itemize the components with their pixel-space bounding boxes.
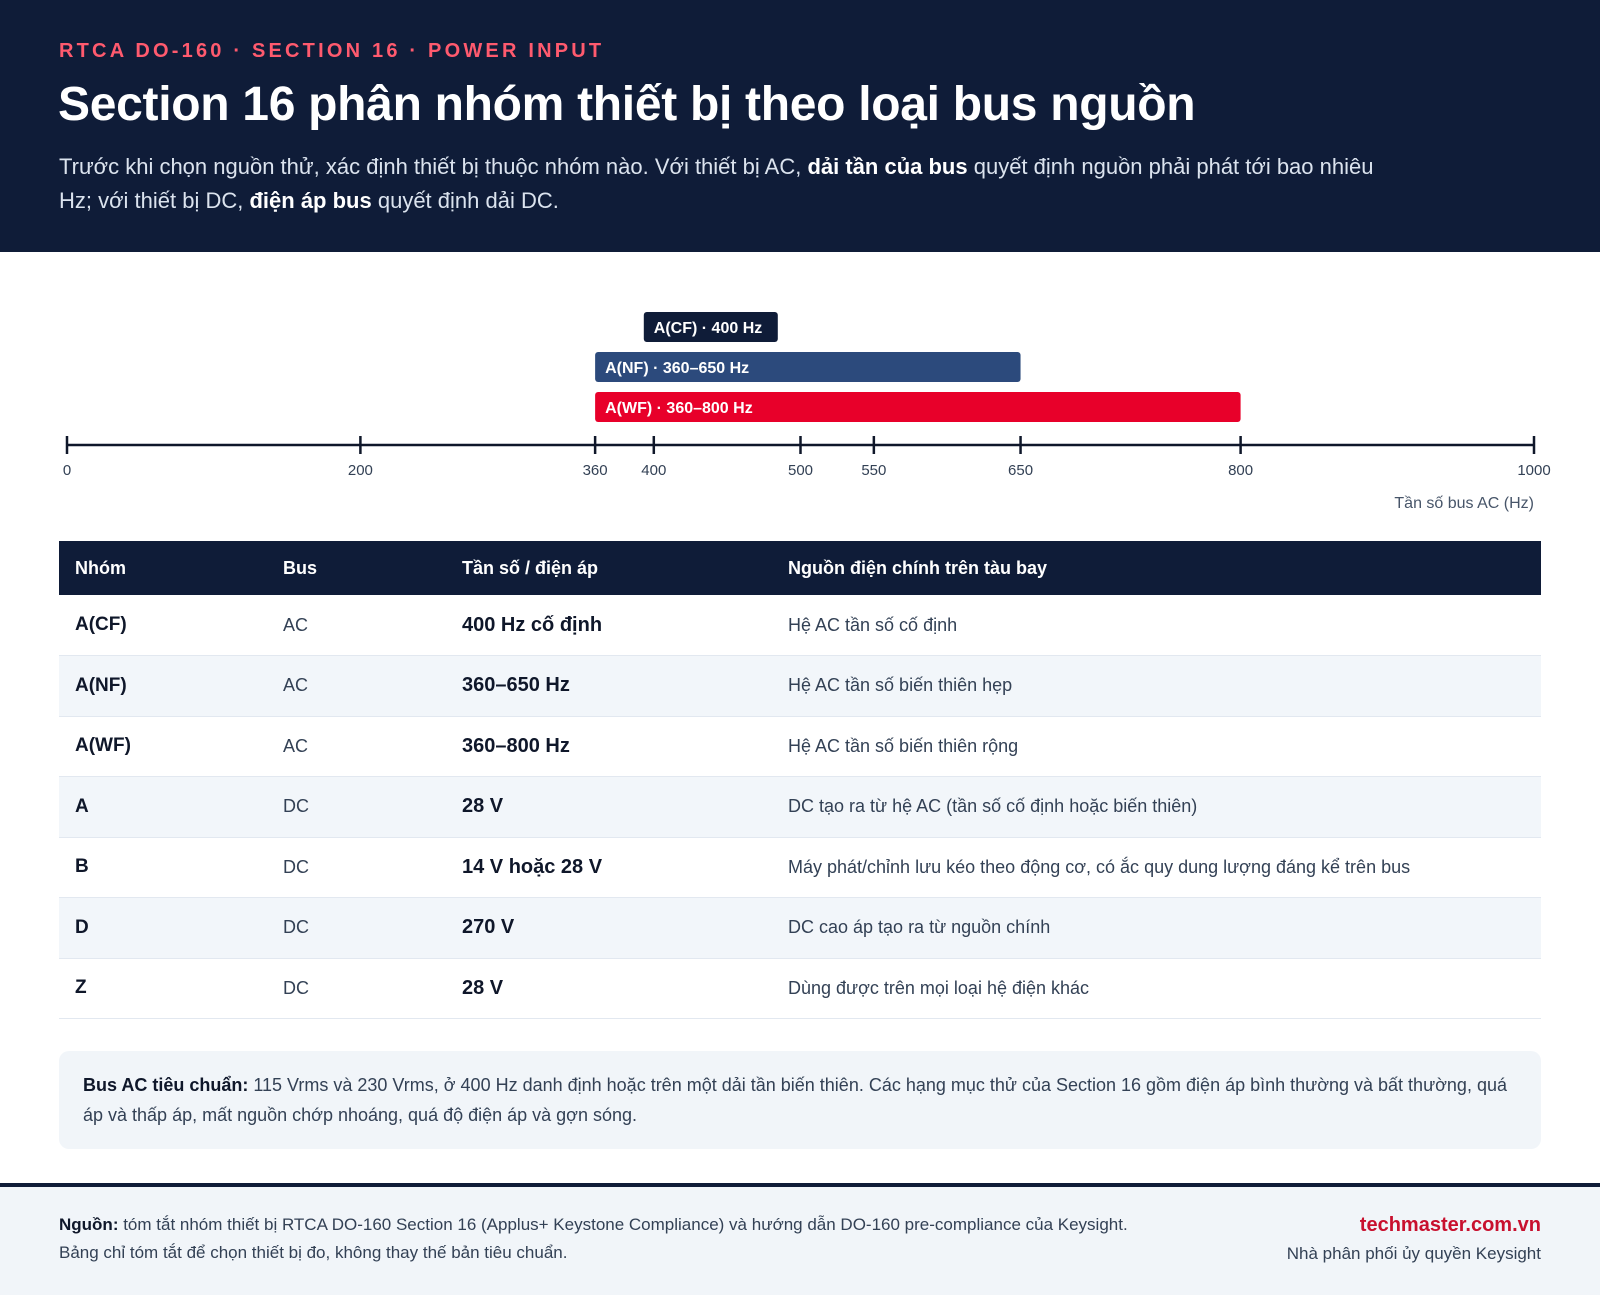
cell-group: A(WF) [59, 716, 267, 777]
lede-text-2: quyết định nguồn phải phát tới bao nhiêu… [59, 154, 1374, 213]
lede-bold-2: điện áp bus [249, 188, 372, 213]
cell-group: A(CF) [59, 595, 267, 656]
x-tick-label: 400 [641, 462, 666, 479]
table-row: B DC 14 V hoặc 28 V Máy phát/chỉnh lưu kéo … [59, 837, 1541, 898]
range-bar [643, 312, 778, 342]
cell-group: D [59, 897, 267, 959]
lede: Trước khi chọn nguồn thử, xác định thiết… [59, 150, 1389, 218]
table-row: A(NF) AC 360–650 Hz Hệ AC tần số biến thiên… [59, 655, 1541, 717]
cell-value: 400 Hz cố định [446, 595, 772, 656]
table-row: A(CF) AC 400 Hz cố định Hệ AC tần số cố địn… [59, 595, 1541, 656]
header-cell-value: Tần số / điện áp [462, 557, 599, 578]
cell-value: 360–650 Hz [446, 655, 772, 717]
cell-group: A [59, 776, 267, 838]
brand-link[interactable]: techmaster.com.vn [1359, 1214, 1541, 1236]
x-tick-label: 1000 [1517, 462, 1550, 479]
cell-source: Máy phát/chỉnh lưu kéo theo động cơ, có … [772, 837, 1541, 898]
note-bold: Bus AC tiêu chuẩn: [83, 1075, 249, 1095]
x-tick-label: 650 [1008, 462, 1033, 479]
ac-bus-note: Bus AC tiêu chuẩn: 115 Vrms và 230 Vrms,… [59, 1051, 1541, 1149]
cell-bus: DC [267, 897, 446, 959]
cell-bus: AC [267, 655, 446, 717]
cell-bus: DC [267, 837, 446, 898]
lede-text-1: Trước khi chọn nguồn thử, xác định thiết… [59, 154, 808, 179]
source-note: Nguồn: tóm tắt nhóm thiết bị RTCA DO-160… [59, 1211, 1139, 1267]
page-title: Section 16 phân nhóm thiết bị theo loại … [58, 78, 1196, 131]
lede-text-3: quyết định dải DC. [371, 188, 559, 213]
cell-source: Dùng được trên mọi loại hệ điện khác [772, 958, 1541, 1019]
header-cell-source: Nguồn điện chính trên tàu bay [788, 557, 1048, 578]
x-tick-label: 200 [348, 462, 373, 479]
brand: techmaster.com.vn Nhà phân phối ủy quyền… [1287, 1211, 1541, 1269]
x-tick-label: 550 [861, 462, 886, 479]
cell-source: DC tạo ra từ hệ AC (tần số cố định hoặc … [772, 776, 1541, 838]
cell-bus: DC [267, 776, 446, 838]
table-row: Z DC 28 V Dùng được trên mọi loại hệ điện k… [59, 958, 1541, 1019]
x-tick-label: 360 [583, 462, 608, 479]
cell-bus: AC [267, 595, 446, 656]
cell-value: 360–800 Hz [446, 716, 772, 777]
source-text: tóm tắt nhóm thiết bị RTCA DO-160 Sectio… [59, 1215, 1128, 1262]
range-bar-label: A(CF) · 400 Hz [654, 320, 762, 337]
frequency-range-chart: 0 200 360 400 500 550 650 800 1000 Tần số bus AC … [0, 252, 1600, 532]
cell-source: DC cao áp tạo ra từ nguồn chính [772, 897, 1541, 959]
cell-source: Hệ AC tần số cố định [772, 595, 1541, 656]
cell-group: Z [59, 958, 267, 1019]
equipment-category-table: Nhóm Bus Tần số / điện áp Nguồn điện chí… [59, 541, 1541, 1019]
range-bar-label: A(NF) · 360–650 Hz [605, 360, 749, 377]
x-tick-label: 500 [788, 462, 813, 479]
cell-value: 28 V [446, 776, 772, 838]
cell-value: 14 V hoặc 28 V [446, 837, 772, 898]
cell-value: 270 V [446, 897, 772, 959]
cell-group: B [59, 837, 267, 898]
header-cell-group: Nhóm [75, 557, 126, 578]
eyebrow: RTCA DO-160 · SECTION 16 · POWER INPUT [59, 40, 605, 62]
chart-svg: 0 200 360 400 500 550 650 800 1000 Tần số bus AC … [63, 312, 1551, 512]
range-bar-label: A(WF) · 360–800 Hz [605, 400, 753, 417]
header-cell-bus: Bus [283, 557, 318, 578]
table-row: D DC 270 V DC cao áp tạo ra từ nguồn chính [59, 897, 1541, 959]
table-row: A DC 28 V DC tạo ra từ hệ AC (tần số cố địn… [59, 776, 1541, 838]
lede-bold-1: dải tần của bus [807, 154, 968, 179]
cell-value: 28 V [446, 958, 772, 1019]
x-tick-label: 0 [63, 462, 71, 479]
cell-source: Hệ AC tần số biến thiên rộng [772, 716, 1541, 777]
cell-bus: AC [267, 716, 446, 777]
range-bar [595, 352, 1021, 382]
cell-bus: DC [267, 958, 446, 1019]
x-tick-label: 800 [1228, 462, 1253, 479]
header: RTCA DO-160 · SECTION 16 · POWER INPUT S… [0, 0, 1600, 252]
brand-subtitle: Nhà phân phối ủy quyền Keysight [1286, 1244, 1541, 1263]
cell-group: A(NF) [59, 655, 267, 717]
note-text: 115 Vrms và 230 Vrms, ở 400 Hz danh định… [83, 1075, 1507, 1125]
range-bar [595, 392, 1241, 422]
table-row: A(WF) AC 360–800 Hz Hệ AC tần số biến thiên… [59, 716, 1541, 777]
table-header-row: Nhóm Bus Tần số / điện áp Nguồn điện chí… [59, 541, 1541, 595]
cell-source: Hệ AC tần số biến thiên hẹp [772, 655, 1541, 717]
x-axis-label: Tần số bus AC (Hz) [1394, 495, 1534, 512]
footer: Nguồn: tóm tắt nhóm thiết bị RTCA DO-160… [0, 1183, 1600, 1295]
source-bold: Nguồn: [59, 1215, 119, 1234]
